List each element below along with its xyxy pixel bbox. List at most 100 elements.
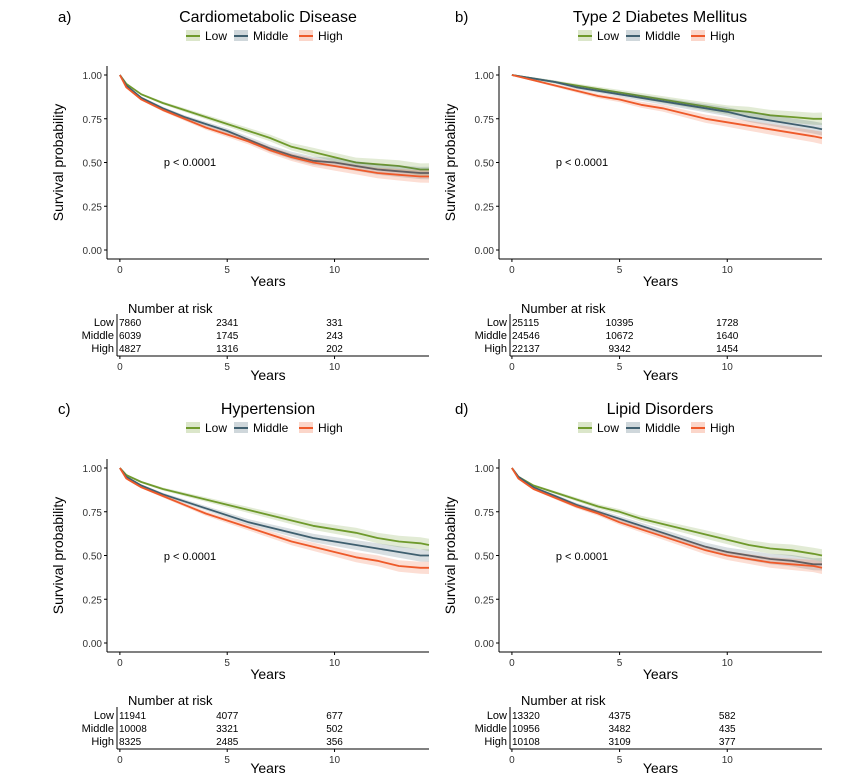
legend-label: Low	[597, 29, 619, 43]
x-tick-label: 10	[329, 265, 341, 276]
risk-table: Number at risk Low 11941 4077 677 Middle 10008…	[82, 693, 429, 776]
y-axis-label: Survival probability	[50, 497, 66, 615]
y-tick-label: 1.00	[83, 464, 103, 475]
risk-row-label: Low	[487, 710, 507, 722]
x-axis-label: Years	[643, 666, 678, 682]
risk-value: 3321	[216, 724, 239, 735]
risk-x-tick-label: 5	[224, 755, 230, 766]
ci-band-low	[119, 468, 430, 552]
risk-value: 6039	[119, 331, 142, 342]
risk-table-title: Number at risk	[128, 301, 213, 316]
x-axis-label: Years	[250, 273, 285, 289]
risk-x-axis-label: Years	[643, 367, 678, 383]
x-tick-label: 10	[722, 265, 734, 276]
legend-label: High	[318, 421, 343, 435]
risk-value: 10395	[606, 318, 634, 329]
risk-x-axis-label: Years	[643, 760, 678, 776]
risk-value: 356	[326, 737, 343, 748]
risk-x-tick-label: 0	[117, 755, 123, 766]
risk-value: 202	[326, 344, 343, 355]
x-tick-label: 5	[617, 658, 623, 669]
y-axis-label: Survival probability	[442, 497, 458, 615]
x-tick-label: 0	[117, 265, 123, 276]
risk-value: 3109	[608, 737, 631, 748]
y-tick-label: 0.75	[83, 508, 103, 519]
y-axis-label: Survival probability	[442, 104, 458, 222]
series-line-middle	[119, 74, 429, 174]
p-value: p < 0.0001	[556, 551, 608, 563]
ci-band-high	[119, 75, 430, 183]
risk-x-tick-label: 10	[722, 755, 734, 766]
legend-label: Middle	[253, 29, 289, 43]
risk-value: 4375	[608, 711, 631, 722]
panel-label: b)	[455, 9, 468, 26]
risk-row-label: Middle	[475, 723, 507, 735]
y-tick-label: 1.00	[83, 71, 103, 82]
series-line-low	[119, 467, 430, 546]
y-tick-label: 0.25	[83, 595, 103, 606]
series-line-high	[119, 74, 429, 178]
y-tick-label: 0.50	[475, 159, 495, 170]
legend-item-high: High	[299, 29, 343, 43]
x-tick-label: 5	[617, 265, 623, 276]
p-value: p < 0.0001	[164, 157, 216, 169]
legend-item-middle: Middle	[234, 29, 289, 43]
risk-table-title: Number at risk	[521, 301, 606, 316]
series-line-middle	[119, 467, 429, 557]
chart-title: Hypertension	[221, 401, 315, 418]
risk-value: 22137	[512, 344, 540, 355]
y-tick-label: 0.75	[475, 508, 495, 519]
risk-value: 4077	[216, 711, 239, 722]
risk-x-tick-label: 0	[509, 755, 515, 766]
risk-value: 10008	[119, 724, 147, 735]
legend-item-middle: Middle	[626, 421, 681, 435]
panel-label: a)	[58, 9, 71, 26]
risk-value: 1728	[716, 318, 739, 329]
risk-value: 9342	[608, 344, 631, 355]
risk-row-label: High	[91, 736, 114, 748]
y-tick-label: 0.00	[475, 639, 495, 650]
risk-row-label: Middle	[82, 723, 114, 735]
x-tick-label: 10	[329, 658, 341, 669]
p-value: p < 0.0001	[164, 551, 216, 563]
series-line-high	[511, 467, 823, 569]
x-tick-label: 10	[722, 658, 734, 669]
y-tick-label: 0.25	[475, 595, 495, 606]
legend-item-high: High	[691, 29, 735, 43]
chart-title: Type 2 Diabetes Mellitus	[573, 9, 747, 26]
series-line-high	[119, 467, 429, 569]
series-line-low	[511, 467, 823, 557]
x-axis-label: Years	[643, 273, 678, 289]
risk-row-label: Middle	[82, 330, 114, 342]
legend-label: High	[318, 29, 343, 43]
series-line-low	[119, 74, 429, 171]
risk-value: 13320	[512, 711, 540, 722]
series-line-middle	[511, 74, 823, 131]
legend-label: High	[710, 29, 735, 43]
risk-value: 331	[326, 318, 343, 329]
legend-label: Low	[205, 29, 227, 43]
risk-value: 677	[326, 711, 343, 722]
y-tick-label: 0.25	[475, 202, 495, 213]
risk-value: 25115	[512, 318, 540, 329]
legend-item-low: Low	[578, 421, 619, 435]
p-value: p < 0.0001	[556, 157, 608, 169]
risk-x-tick-label: 5	[617, 755, 623, 766]
risk-value: 2485	[216, 737, 239, 748]
risk-value: 1454	[716, 344, 739, 355]
risk-value: 1745	[216, 331, 239, 342]
risk-table: Number at risk Low 25115 10395 1728 Middle 245…	[475, 301, 822, 383]
ci-band-low	[511, 468, 822, 562]
y-tick-label: 0.50	[83, 159, 103, 170]
y-tick-label: 0.75	[83, 115, 103, 126]
risk-value: 243	[326, 331, 343, 342]
risk-x-axis-label: Years	[250, 760, 285, 776]
y-tick-label: 0.50	[83, 552, 103, 563]
risk-value: 435	[719, 724, 736, 735]
risk-value: 7860	[119, 318, 142, 329]
y-tick-label: 1.00	[475, 71, 495, 82]
x-tick-label: 5	[224, 265, 230, 276]
legend-item-high: High	[691, 421, 735, 435]
x-axis-label: Years	[250, 666, 285, 682]
